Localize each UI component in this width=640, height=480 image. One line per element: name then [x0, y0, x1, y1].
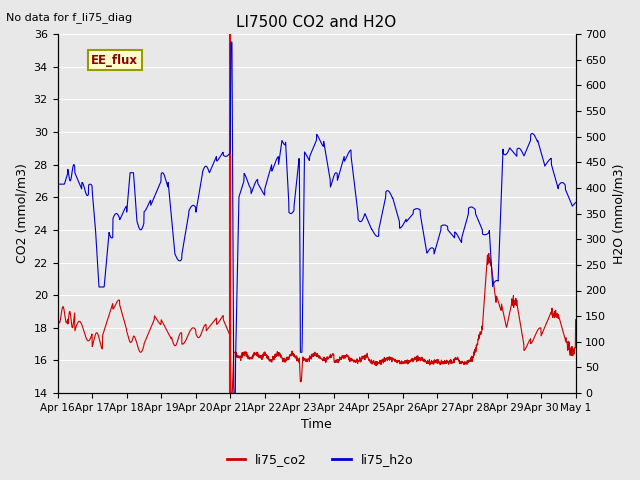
- li75_h2o: [462, 220, 470, 226]
- Text: EE_flux: EE_flux: [92, 54, 138, 67]
- li75_co2: [462, 359, 470, 365]
- li75_h2o: [292, 182, 300, 188]
- li75_h2o: [306, 153, 314, 158]
- Y-axis label: CO2 (mmol/m3): CO2 (mmol/m3): [15, 164, 28, 264]
- li75_h2o: [557, 180, 565, 186]
- Text: No data for f_li75_diag: No data for f_li75_diag: [6, 12, 132, 23]
- Y-axis label: H2O (mmol/m3): H2O (mmol/m3): [612, 163, 625, 264]
- li75_co2: [485, 251, 493, 256]
- li75_co2: [557, 322, 565, 327]
- Line: li75_h2o: li75_h2o: [58, 42, 575, 393]
- li75_h2o: [230, 390, 238, 396]
- li75_h2o: [572, 200, 579, 205]
- li75_h2o: [80, 184, 88, 190]
- li75_h2o: [557, 180, 564, 186]
- li75_h2o: [227, 39, 235, 45]
- li75_co2: [292, 353, 300, 359]
- li75_co2: [54, 312, 61, 318]
- X-axis label: Time: Time: [301, 419, 332, 432]
- Legend: li75_co2, li75_h2o: li75_co2, li75_h2o: [221, 448, 419, 471]
- li75_h2o: [54, 181, 61, 187]
- Title: LI7500 CO2 and H2O: LI7500 CO2 and H2O: [236, 15, 397, 30]
- li75_co2: [227, 390, 235, 396]
- li75_co2: [557, 321, 564, 326]
- li75_co2: [306, 353, 314, 359]
- Line: li75_co2: li75_co2: [58, 253, 575, 393]
- li75_co2: [572, 317, 579, 323]
- li75_co2: [80, 329, 88, 335]
